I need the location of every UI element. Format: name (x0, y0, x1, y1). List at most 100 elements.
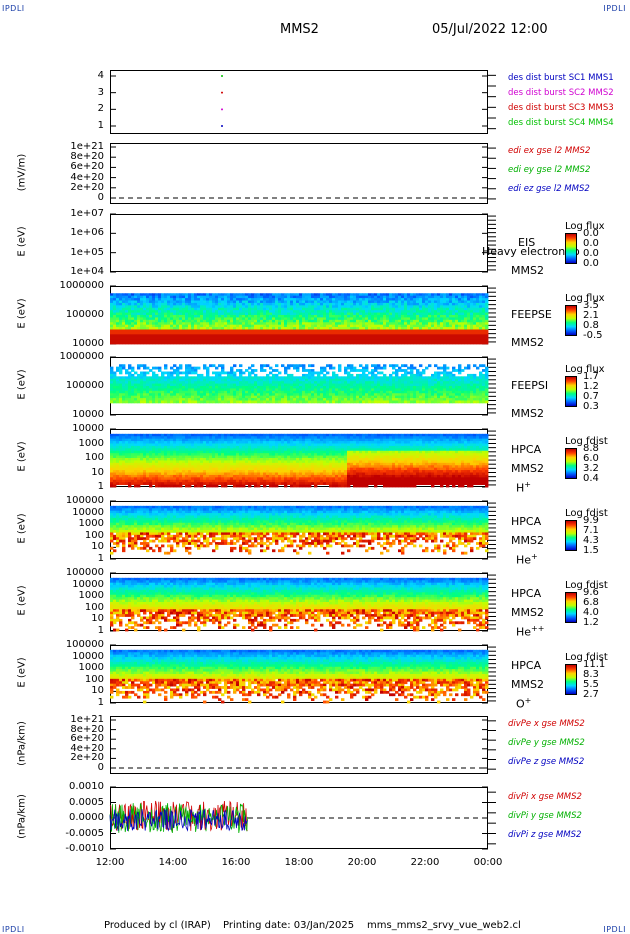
feepse-cell (131, 327, 135, 330)
feepse-cell (248, 317, 252, 321)
hpca_h-cell (122, 453, 126, 456)
feepsi-cell (200, 383, 204, 387)
feepse-cell (284, 319, 288, 323)
feepsi-cell (458, 390, 462, 394)
feepsi-cell (338, 376, 342, 380)
feepse-cell (110, 310, 114, 313)
feepse-cell (284, 298, 288, 301)
hpca_h-cell (167, 462, 171, 466)
feepse-cell (434, 293, 438, 297)
feepsi-cell (425, 390, 429, 394)
feepsi-cell (464, 378, 468, 382)
feepse-cell (212, 322, 216, 326)
feepsi-cell (440, 398, 444, 401)
feepse-cell (440, 324, 444, 328)
feepse-cell (239, 339, 243, 342)
feepsi-cell (431, 386, 435, 389)
feepsi-cell (125, 398, 129, 401)
feepsi-cell (119, 369, 123, 372)
feepsi-cell (257, 386, 261, 389)
feepsi-cell (383, 386, 387, 389)
feepse-cell (131, 307, 135, 311)
hpca_h-cell (143, 472, 147, 476)
feepsi-cell (233, 373, 237, 377)
hpca_h-cell (140, 479, 144, 483)
feepse-cell (371, 317, 375, 321)
feepse-cell (452, 300, 456, 304)
hpca_h-cell (143, 436, 147, 440)
feepsi-cell (134, 388, 138, 392)
feepse-cell (434, 315, 438, 318)
feepse-cell (131, 322, 135, 326)
feepse-cell (464, 310, 468, 313)
feepsi-cell (125, 395, 129, 399)
panel-feepse-ytick: 100000 (65, 309, 104, 320)
feepse-cell (260, 305, 264, 309)
hpca_h-cell (134, 465, 138, 469)
feepse-cell (347, 312, 351, 316)
feepsi-cell (206, 369, 210, 372)
feepsi-cell (272, 378, 276, 382)
feepse-cell (350, 298, 354, 301)
feepse-cell (437, 324, 441, 328)
panel-feepsi-plot (110, 356, 496, 416)
feepse-cell (281, 341, 285, 345)
feepsi-cell (140, 386, 144, 389)
feepse-cell (410, 300, 414, 304)
feepsi-cell (194, 398, 198, 401)
feepse-cell (350, 305, 354, 309)
feepse-cell (206, 331, 210, 335)
feepsi-cell (368, 400, 372, 404)
feepse-cell (233, 322, 237, 326)
hpca_h-cell (116, 472, 120, 476)
feepsi-cell (128, 398, 132, 401)
feepse-cell (269, 310, 273, 313)
feepse-cell (443, 317, 447, 321)
feepsi-cell (314, 386, 318, 389)
feepse-cell (347, 300, 351, 304)
feepsi-cell (251, 381, 255, 384)
feepsi-cell (365, 381, 369, 384)
feepsi-cell (404, 369, 408, 372)
feepse-cell (152, 339, 156, 342)
feepsi-cell (218, 383, 222, 387)
feepsi-cell (314, 395, 318, 399)
feepsi-cell (374, 400, 378, 404)
feepse-cell (293, 305, 297, 309)
feepse-cell (140, 300, 144, 304)
feepsi-cell (188, 378, 192, 382)
feepse-cell (134, 312, 138, 316)
feepsi-cell (479, 376, 483, 380)
feepse-cell (383, 302, 387, 306)
feepse-cell (215, 307, 219, 311)
feepsi-cell (479, 371, 483, 375)
feepsi-cell (314, 383, 318, 387)
feepsi-cell (287, 393, 291, 397)
feepsi-cell (224, 383, 228, 387)
hpca_h-cell (125, 462, 129, 466)
feepse-cell (452, 312, 456, 316)
hpca_h-cell (116, 477, 120, 481)
feepsi-cell (335, 390, 339, 394)
feepsi-cell (347, 395, 351, 399)
feepse-cell (275, 298, 279, 301)
feepsi-cell (482, 400, 486, 404)
feepsi-cell (335, 381, 339, 384)
feepse-cell (344, 336, 348, 340)
feepse-cell (479, 295, 483, 299)
feepsi-cell (164, 383, 168, 387)
feepse-cell (326, 298, 330, 301)
feepse-cell (278, 341, 282, 345)
feepsi-cell (299, 386, 303, 389)
feepse-cell (431, 327, 435, 330)
feepse-cell (428, 339, 432, 342)
feepse-cell (164, 329, 168, 333)
feepse-cell (287, 331, 291, 335)
feepsi-cell (209, 400, 213, 404)
feepse-cell (440, 315, 444, 318)
feepse-cell (188, 317, 192, 321)
feepse-cell (158, 331, 162, 335)
feepsi-cell (149, 398, 153, 401)
feepsi-cell (149, 400, 153, 404)
feepse-cell (317, 312, 321, 316)
